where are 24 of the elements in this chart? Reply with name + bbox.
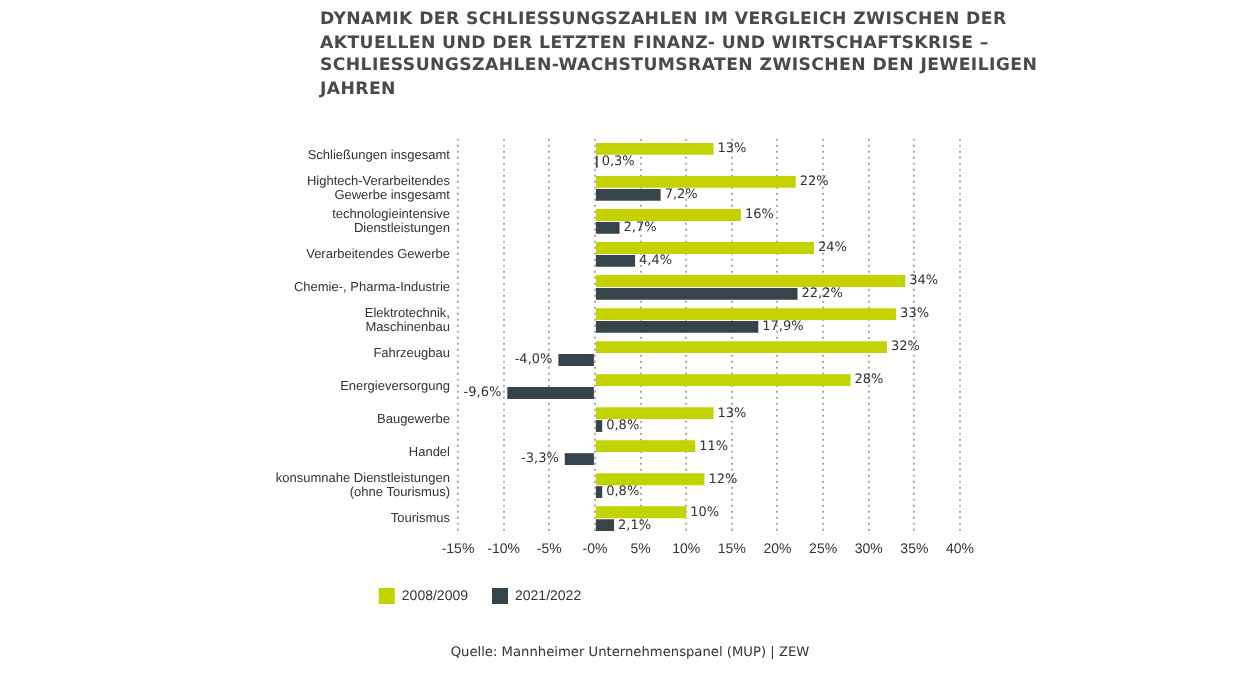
bar (595, 142, 714, 155)
bar (595, 254, 636, 267)
bar (595, 308, 897, 320)
bar (595, 287, 798, 300)
bar (595, 209, 741, 221)
bar (595, 341, 887, 354)
bar (595, 486, 603, 499)
bar (595, 519, 615, 532)
bar (564, 453, 594, 465)
bar (595, 420, 603, 432)
bar (558, 354, 594, 366)
chart-title: DYNAMIK DER SCHLIESSUNGSZAHLEN IM VERGLEICH ZWISCHEN DER AKTUELLEN UND DER LETZTEN FINANZ- UND WIRTSCHAFTSKRISE – SCHLIESSUNGSZAHLEN-WACHSTUMSRATEN ZWISCHEN DEN JEWEILIGEN JAHREN (320, 10, 1040, 102)
bar (595, 473, 705, 486)
bar (595, 188, 661, 201)
bar (595, 374, 851, 387)
bar (595, 407, 714, 420)
bar (595, 176, 796, 188)
bar (595, 506, 687, 519)
bar (595, 275, 906, 287)
bar (595, 321, 759, 333)
bar (595, 440, 696, 453)
bar (595, 242, 814, 254)
bar (507, 387, 594, 399)
bar (595, 221, 620, 234)
